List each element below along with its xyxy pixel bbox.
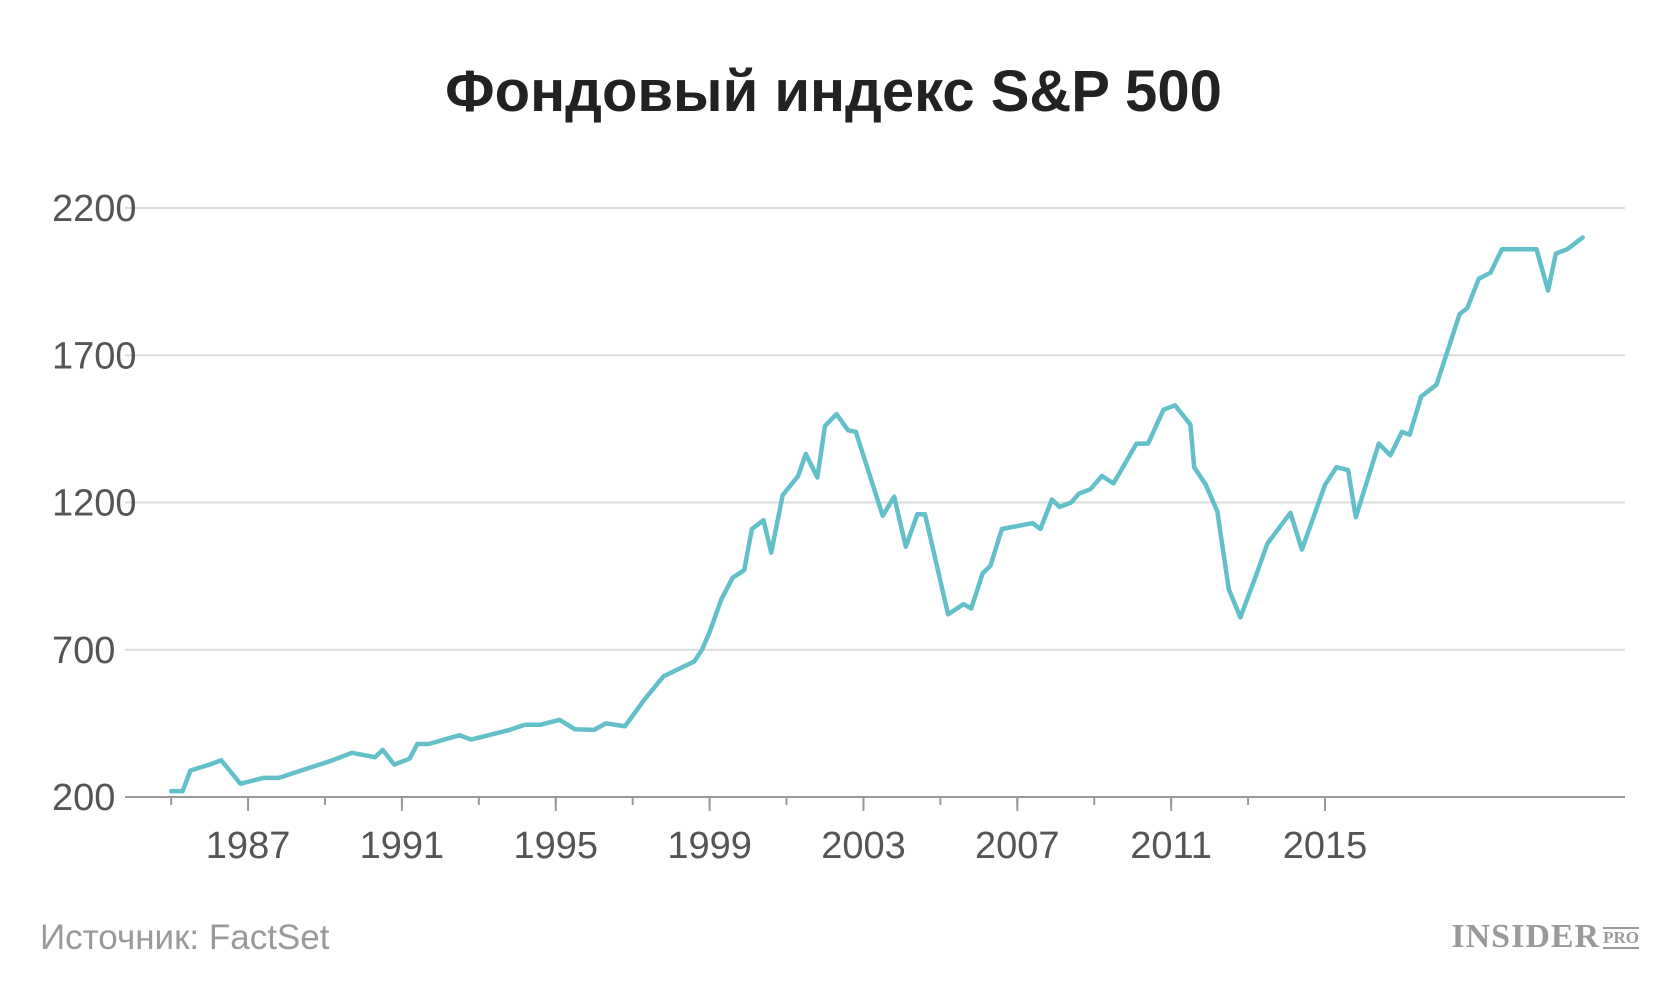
y-tick-label-700: 700 — [52, 630, 115, 672]
x-tick-labels: 1987 1991 1995 1999 2003 2007 2011 2015 — [206, 825, 1367, 867]
x-tick-label-2015: 2015 — [1283, 825, 1368, 867]
x-tick-label-2011: 2011 — [1130, 825, 1212, 867]
x-tick-label-1991: 1991 — [360, 825, 445, 867]
x-tick-label-2003: 2003 — [821, 825, 906, 867]
grid-layer — [125, 207, 1625, 651]
y-tick-label-2200: 2200 — [52, 188, 137, 230]
y-tick-label-1200: 1200 — [52, 483, 137, 525]
chart-title: Фондовый индекс S&P 500 — [445, 59, 1222, 124]
y-tick-labels: 200 700 1200 1700 2200 — [52, 188, 137, 819]
insider-pro-logo: INSIDER PRO — [1451, 918, 1639, 956]
logo-pro-text: PRO — [1603, 927, 1639, 949]
y-tick-label-1700: 1700 — [52, 335, 137, 377]
series-layer — [168, 235, 1585, 794]
x-tick-label-2007: 2007 — [975, 825, 1060, 867]
x-tick-label-1987: 1987 — [206, 825, 291, 867]
axis-layer — [125, 796, 1625, 811]
y-tick-label-200: 200 — [52, 777, 115, 819]
x-tick-label-1999: 1999 — [667, 825, 752, 867]
logo-main-text: INSIDER — [1451, 918, 1601, 955]
source-note: Источник: FactSet — [40, 918, 330, 957]
series-line-0 — [168, 235, 1585, 794]
x-tick-label-1995: 1995 — [513, 825, 598, 867]
